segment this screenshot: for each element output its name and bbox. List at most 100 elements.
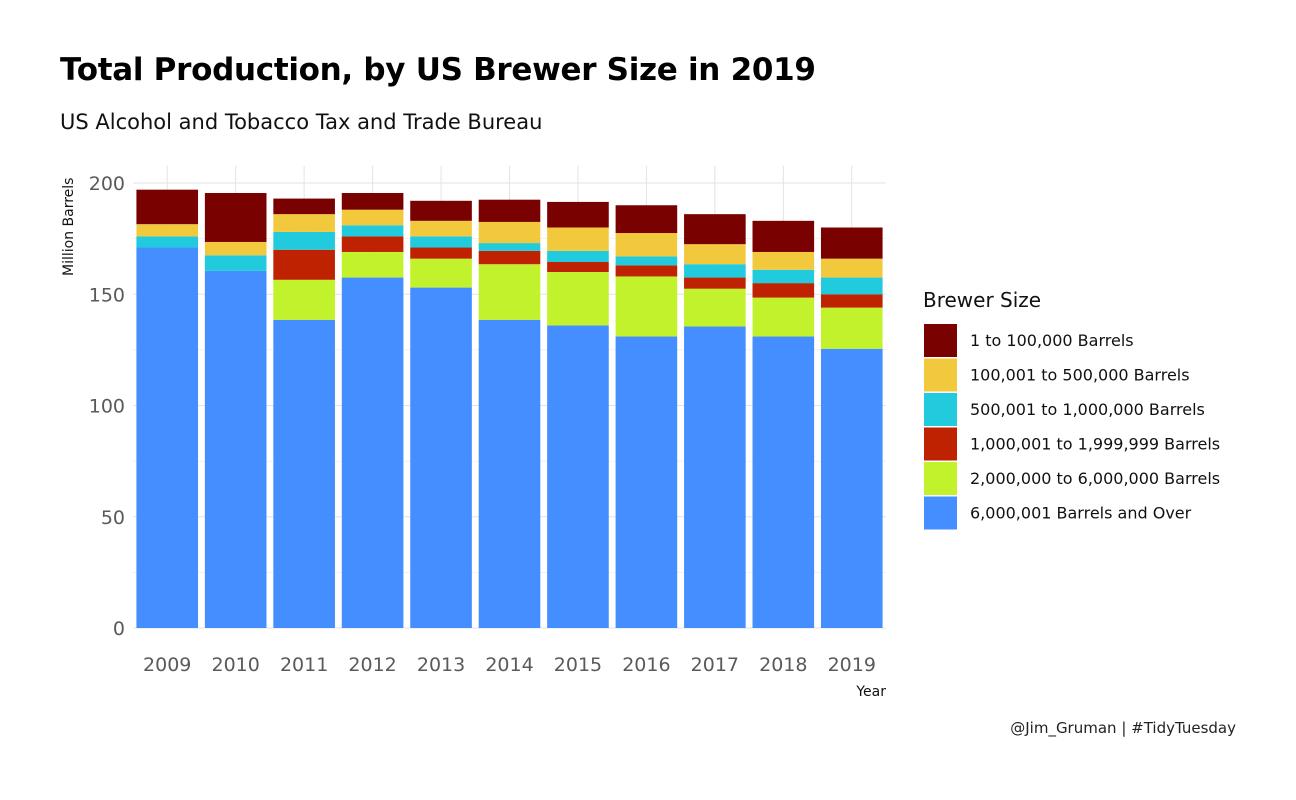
x-tick-label: 2009 bbox=[143, 654, 191, 676]
bar-segment bbox=[410, 236, 472, 248]
x-tick-label: 2014 bbox=[485, 654, 533, 676]
bar-segment bbox=[478, 319, 541, 628]
bar-segment bbox=[752, 269, 815, 284]
bar-segment bbox=[684, 264, 746, 278]
bar-segment bbox=[341, 236, 404, 252]
bar-segment bbox=[410, 258, 472, 288]
bar-segment bbox=[204, 193, 267, 242]
chart-title: Total Production, by US Brewer Size in 2… bbox=[60, 52, 816, 88]
bar-segment bbox=[341, 209, 404, 226]
x-axis-ticks: 2009 2010 2011 2012 2013 2014 2015 2016 2017 2018… bbox=[143, 654, 876, 676]
bar-segment bbox=[684, 244, 746, 265]
bar-segment bbox=[478, 243, 541, 251]
bar-segment bbox=[820, 307, 883, 349]
bar-segment bbox=[820, 277, 883, 295]
bar-segment bbox=[204, 241, 267, 256]
bar-segment bbox=[820, 348, 883, 628]
bar-segment bbox=[410, 247, 472, 259]
bar-segment bbox=[547, 227, 609, 251]
y-axis-label: Million Barrels bbox=[61, 178, 77, 276]
bar-segment bbox=[547, 250, 609, 262]
bar-segment bbox=[752, 336, 815, 628]
bar-segment bbox=[615, 233, 678, 257]
legend-item: 6,000,001 Barrels and Over bbox=[924, 496, 1192, 530]
bar-segment bbox=[478, 250, 541, 265]
legend-item: 100,001 to 500,000 Barrels bbox=[924, 358, 1190, 392]
bar-segment bbox=[478, 221, 541, 244]
x-axis-label: Year bbox=[855, 684, 886, 700]
legend-swatch bbox=[924, 427, 957, 461]
bar-segment bbox=[478, 264, 541, 320]
legend-swatch bbox=[924, 324, 957, 357]
bar-segment bbox=[136, 236, 199, 248]
bar-segment bbox=[547, 325, 609, 628]
bars bbox=[136, 189, 883, 628]
bar-segment bbox=[752, 220, 815, 252]
chart-subtitle: US Alcohol and Tobacco Tax and Trade Bur… bbox=[60, 110, 543, 134]
legend-label: 1,000,001 to 1,999,999 Barrels bbox=[970, 435, 1220, 454]
bar-segment bbox=[341, 193, 404, 210]
legend-title: Brewer Size bbox=[923, 288, 1041, 312]
bar-segment bbox=[547, 261, 609, 272]
legend-swatch bbox=[924, 393, 957, 426]
bar-segment bbox=[136, 247, 199, 628]
y-tick-label: 100 bbox=[89, 396, 125, 418]
bar-segment bbox=[752, 297, 815, 337]
x-tick-label: 2015 bbox=[554, 654, 602, 676]
bar-segment bbox=[136, 189, 199, 225]
legend: Brewer Size 1 to 100,000 Barrels 100,001 … bbox=[923, 288, 1220, 530]
bar-segment bbox=[273, 319, 335, 628]
legend-item: 500,001 to 1,000,000 Barrels bbox=[924, 393, 1205, 426]
bar-segment bbox=[547, 201, 609, 228]
bar-segment bbox=[615, 336, 678, 628]
bar-segment bbox=[820, 227, 883, 259]
y-axis-ticks: 0 50 100 150 200 bbox=[89, 173, 125, 640]
bar-segment bbox=[752, 283, 815, 298]
chart-caption: @Jim_Gruman | #TidyTuesday bbox=[1010, 719, 1236, 737]
bar-segment bbox=[684, 288, 746, 327]
legend-label: 100,001 to 500,000 Barrels bbox=[970, 366, 1190, 385]
bar-segment bbox=[752, 251, 815, 270]
legend-item: 1,000,001 to 1,999,999 Barrels bbox=[924, 427, 1220, 461]
bar-segment bbox=[204, 255, 267, 271]
legend-swatch bbox=[924, 496, 957, 530]
bar-segment bbox=[273, 249, 335, 280]
bar-segment bbox=[547, 272, 609, 326]
legend-swatch bbox=[924, 462, 957, 495]
y-tick-label: 50 bbox=[101, 507, 125, 529]
y-tick-label: 150 bbox=[89, 284, 125, 306]
legend-label: 500,001 to 1,000,000 Barrels bbox=[970, 400, 1205, 419]
y-tick-label: 0 bbox=[113, 618, 125, 640]
bar-segment bbox=[684, 214, 746, 245]
bar-segment bbox=[410, 200, 472, 221]
x-tick-label: 2018 bbox=[759, 654, 807, 676]
bar-segment bbox=[615, 265, 678, 277]
x-tick-label: 2016 bbox=[622, 654, 670, 676]
bar-segment bbox=[273, 214, 335, 232]
bar-segment bbox=[615, 256, 678, 266]
legend-item: 2,000,000 to 6,000,000 Barrels bbox=[924, 462, 1220, 495]
bar-segment bbox=[820, 294, 883, 308]
bar-segment bbox=[136, 224, 199, 237]
bar-segment bbox=[684, 277, 746, 289]
bar-segment bbox=[204, 270, 267, 628]
x-tick-label: 2017 bbox=[691, 654, 739, 676]
bar-segment bbox=[615, 205, 678, 234]
x-tick-label: 2012 bbox=[348, 654, 396, 676]
bar-segment bbox=[410, 287, 472, 628]
x-tick-label: 2019 bbox=[828, 654, 876, 676]
bar-segment bbox=[615, 276, 678, 337]
bar-segment bbox=[273, 231, 335, 250]
legend-item: 1 to 100,000 Barrels bbox=[924, 324, 1134, 357]
bar-segment bbox=[478, 199, 541, 222]
legend-label: 1 to 100,000 Barrels bbox=[970, 331, 1134, 350]
bar-segment bbox=[410, 220, 472, 237]
legend-label: 6,000,001 Barrels and Over bbox=[970, 504, 1192, 523]
legend-label: 2,000,000 to 6,000,000 Barrels bbox=[970, 469, 1220, 488]
x-tick-label: 2013 bbox=[417, 654, 465, 676]
bar-segment bbox=[341, 277, 404, 628]
bar-segment bbox=[820, 258, 883, 278]
x-tick-label: 2011 bbox=[280, 654, 328, 676]
bar-segment bbox=[341, 251, 404, 278]
